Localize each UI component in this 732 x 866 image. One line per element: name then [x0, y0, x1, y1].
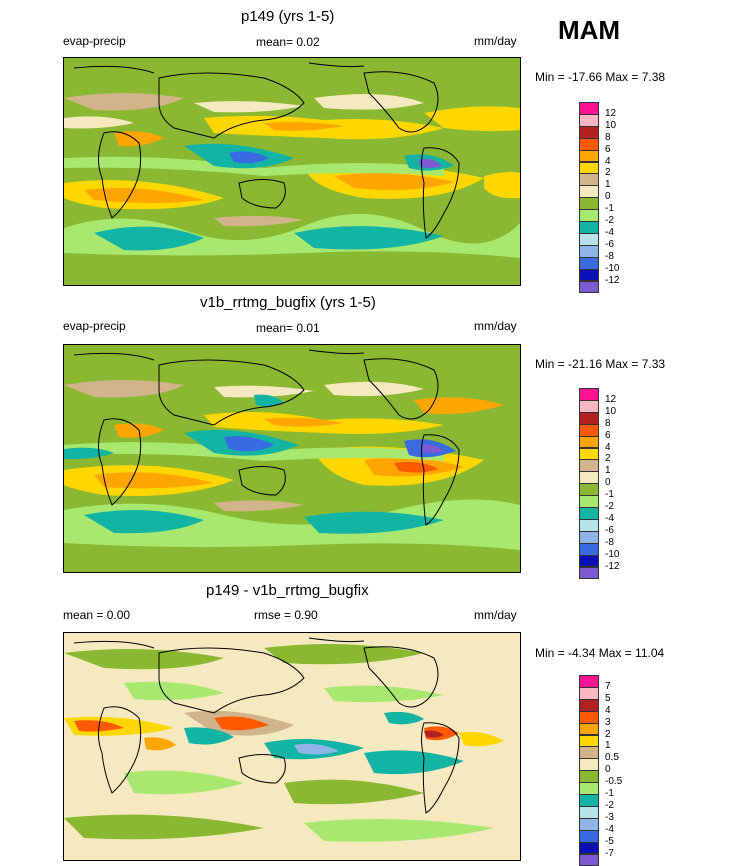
panel-2-units: mm/day — [474, 320, 517, 332]
colorbar-label: 12 — [605, 395, 616, 405]
colorbar-label: -3 — [605, 813, 614, 823]
colorbar-label: -5 — [605, 837, 614, 847]
colorbar-label: -10 — [605, 550, 619, 560]
colorbar-label: 7 — [605, 682, 611, 692]
colorbar-label: -0.5 — [605, 777, 622, 787]
panel-1-map — [63, 57, 521, 286]
colorbar-label: -10 — [605, 264, 619, 274]
panel-1-units: mm/day — [474, 35, 517, 47]
panel-3-rmse: rmse = 0.90 — [254, 609, 318, 621]
panel-2-map — [63, 344, 521, 573]
panel-1-title: p149 (yrs 1-5) — [241, 9, 334, 24]
colorbar-label: -8 — [605, 252, 614, 262]
colorbar-label: -12 — [605, 276, 619, 286]
colorbar-label: 0.5 — [605, 753, 619, 763]
colorbar-label: 3 — [605, 718, 611, 728]
colorbar-label: 10 — [605, 407, 616, 417]
colorbar-label: 0 — [605, 192, 611, 202]
colorbar-label: 10 — [605, 121, 616, 131]
colorbar-label: 4 — [605, 706, 611, 716]
colorbar-label: -2 — [605, 502, 614, 512]
panel-1-minmax: Min = -17.66 Max = 7.38 — [535, 71, 665, 83]
colorbar-label: 6 — [605, 431, 611, 441]
colorbar-label: -6 — [605, 526, 614, 536]
colorbar-label: 6 — [605, 145, 611, 155]
colorbar-label: -8 — [605, 538, 614, 548]
colorbar-label: 1 — [605, 180, 611, 190]
panel-1-map-field — [64, 58, 520, 285]
colorbar-label: -4 — [605, 825, 614, 835]
colorbar-label: 8 — [605, 419, 611, 429]
panel-2-minmax: Min = -21.16 Max = 7.33 — [535, 358, 665, 370]
colorbar-label: 1 — [605, 741, 611, 751]
colorbar-swatch — [579, 567, 599, 580]
panel-1-mean: mean= 0.02 — [256, 36, 320, 48]
colorbar-label: -4 — [605, 514, 614, 524]
colorbar-label: 0 — [605, 478, 611, 488]
colorbar-label: -6 — [605, 240, 614, 250]
panel-2-title: v1b_rrtmg_bugfix (yrs 1-5) — [200, 295, 376, 310]
panel-3-minmax: Min = -4.34 Max = 11.04 — [535, 647, 664, 659]
season-label: MAM — [558, 17, 620, 43]
colorbar-label: 4 — [605, 443, 611, 453]
panel-3-title: p149 - v1b_rrtmg_bugfix — [206, 583, 369, 598]
colorbar-label: 0 — [605, 765, 611, 775]
colorbar-label: -1 — [605, 789, 614, 799]
colorbar-label: 2 — [605, 454, 611, 464]
colorbar-label: -1 — [605, 204, 614, 214]
colorbar-label: 8 — [605, 133, 611, 143]
colorbar-label: 12 — [605, 109, 616, 119]
colorbar-swatch — [579, 854, 599, 866]
colorbar-label: -12 — [605, 562, 619, 572]
colorbar-label: 1 — [605, 466, 611, 476]
panel-2-map-field — [64, 345, 520, 572]
colorbar-label: 2 — [605, 730, 611, 740]
panel-3-map-field — [64, 633, 520, 860]
colorbar-label: -4 — [605, 228, 614, 238]
colorbar-label: -1 — [605, 490, 614, 500]
colorbar-label: -7 — [605, 849, 614, 859]
colorbar-label: -2 — [605, 216, 614, 226]
panel-1-variable: evap-precip — [63, 35, 126, 47]
colorbar-swatch — [579, 281, 599, 294]
panel-2-mean: mean= 0.01 — [256, 322, 320, 334]
panel-3-map — [63, 632, 521, 861]
panel-3-units: mm/day — [474, 609, 517, 621]
colorbar-label: 2 — [605, 168, 611, 178]
colorbar-label: 4 — [605, 157, 611, 167]
panel-3-mean: mean = 0.00 — [63, 609, 130, 621]
colorbar-label: 5 — [605, 694, 611, 704]
colorbar-label: -2 — [605, 801, 614, 811]
panel-2-variable: evap-precip — [63, 320, 126, 332]
